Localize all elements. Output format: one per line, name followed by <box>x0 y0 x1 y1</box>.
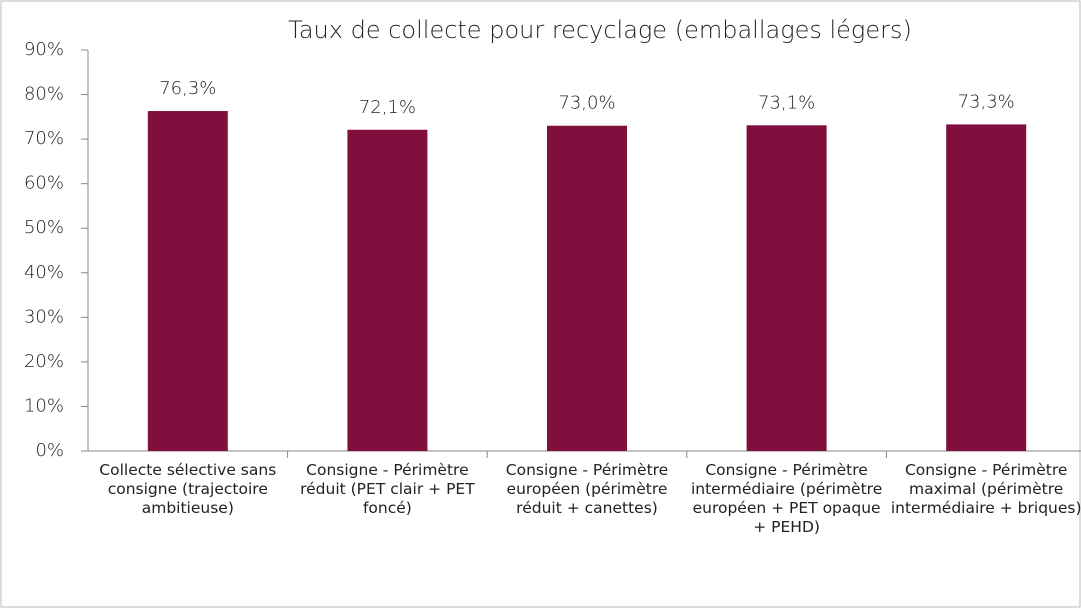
y-tick-label: 50% <box>24 217 64 238</box>
x-tick-label: Collecte sélective sans consigne (trajec… <box>99 461 277 517</box>
y-tick-label: 30% <box>24 306 64 327</box>
y-tick-label: 70% <box>24 128 64 149</box>
value-label: 72,1% <box>359 97 416 118</box>
bar <box>746 125 827 451</box>
y-tick-label: 40% <box>24 262 64 283</box>
x-tick-label: Consigne - Périmètre intermédiaire (péri… <box>690 461 883 536</box>
x-tick-label: Consigne - Périmètre maximal (périmètre … <box>890 461 1081 517</box>
y-tick-label: 20% <box>24 351 64 372</box>
value-label: 73,0% <box>558 93 615 114</box>
y-tick-label: 80% <box>24 84 64 105</box>
bar <box>147 111 228 452</box>
bar <box>547 125 627 451</box>
y-tick-label: 60% <box>24 173 64 194</box>
y-tick-label: 0% <box>35 440 64 461</box>
y-tick-label: 90% <box>24 39 64 60</box>
x-tick-label: Consigne - Périmètre réduit (PET clair +… <box>300 461 475 517</box>
y-tick-label: 10% <box>24 395 64 416</box>
bar <box>347 129 428 451</box>
x-tick-label: Consigne - Périmètre européen (périmètre… <box>505 461 669 517</box>
value-label: 76,3% <box>159 78 216 99</box>
bar <box>946 124 1027 451</box>
value-label: 73,1% <box>758 92 815 113</box>
chart-title: Taux de collecte pour recyclage (emballa… <box>288 16 912 44</box>
value-label: 73,3% <box>958 91 1015 112</box>
